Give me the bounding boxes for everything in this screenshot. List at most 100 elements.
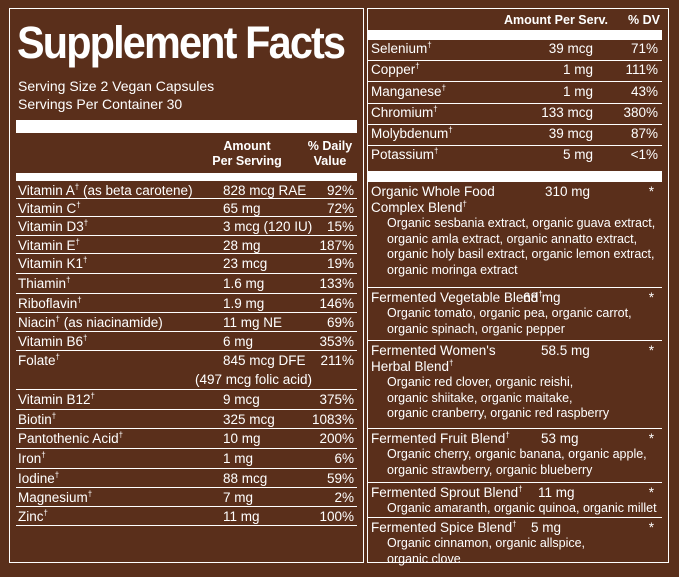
table-row: Zinc† 11 mg 100% (16, 507, 357, 526)
nutrient-dv: 15% (326, 219, 354, 234)
nutrient-dv: 1083% (311, 412, 354, 427)
nutrient-amount: 1 mg (223, 451, 254, 466)
blend-row: Fermented Spice Blend† 5 mg * Organic cinna… (368, 518, 662, 566)
nutrient-dv: 19% (326, 256, 354, 271)
blend-ingredients: Organic cherry, organic banana, organic … (387, 447, 647, 477)
table-row: Iron† 1 mg 6% (16, 449, 357, 469)
blend-row: Fermented Vegetable Blend† 68 mg * Organic … (368, 288, 662, 341)
table-row: Copper† 1 mg 111% (368, 61, 662, 82)
blend-dv-star: * (648, 184, 654, 199)
nutrient-amount: 11 mg NE (223, 315, 283, 330)
blend-dv-star: * (648, 520, 654, 535)
nutrient-dv: 100% (319, 509, 354, 524)
nutrient-dv: 72% (326, 201, 354, 216)
nutrient-amount: 7 mg (223, 490, 254, 505)
nutrient-name: Niacin† (as niacinamide) (18, 314, 163, 330)
table-row: Magnesium† 7 mg 2% (16, 488, 357, 507)
nutrient-dv: 146% (319, 296, 354, 311)
mineral-dv: 87% (630, 126, 658, 141)
nutrient-amount: 3 mcg (120 IU) (223, 219, 313, 234)
table-row: Vitamin B12† 9 mcg 375% (16, 390, 357, 410)
nutrient-dv: 200% (319, 431, 354, 446)
nutrient-dv: 187% (319, 238, 354, 253)
servings-per-container: Servings Per Container 30 (18, 96, 183, 112)
nutrient-name: Iron† (18, 450, 46, 466)
mineral-name: Manganese† (371, 83, 447, 99)
panel-title: Supplement Facts (17, 17, 346, 68)
nutrient-amount: 6 mg (223, 334, 254, 349)
nutrient-dv: 353% (319, 334, 354, 349)
serving-size: Serving Size 2 Vegan Capsules (18, 78, 215, 94)
right-header-divider (368, 30, 662, 40)
nutrient-name: Vitamin K1† (18, 255, 88, 271)
table-row: Chromium† 133 mcg 380% (368, 104, 662, 125)
amount-header: Amount Per Serving (212, 139, 282, 168)
nutrient-dv: 2% (334, 490, 354, 505)
table-row: Pantothenic Acid† 10 mg 200% (16, 429, 357, 449)
mineral-amount: 5 mg (562, 147, 593, 162)
blend-name: Fermented Sprout Blend† (371, 484, 523, 500)
blend-dv-star: * (648, 343, 654, 358)
table-row: Molybdenum† 39 mcg 87% (368, 125, 662, 146)
blend-name: Fermented Spice Blend† (371, 519, 517, 535)
mineral-name: Chromium† (371, 104, 438, 120)
nutrient-dv: 69% (326, 315, 354, 330)
nutrient-amount: 88 mcg (223, 471, 268, 486)
mineral-name: Selenium† (371, 40, 432, 56)
mineral-dv: 71% (630, 41, 658, 56)
nutrient-amount: 9 mcg (223, 392, 260, 407)
blend-amount: 53 mg (541, 431, 579, 446)
blend-name: Organic Whole Food Complex Blend† (371, 184, 495, 215)
right-dv-header: % DV (628, 13, 660, 27)
mineral-amount: 39 mcg (548, 41, 593, 56)
nutrient-name: Vitamin E† (18, 237, 80, 253)
table-row: Vitamin D3† 3 mcg (120 IU) 15% (16, 217, 357, 236)
table-row: Folate† 845 mcg DFE 211% (497 mcg folic aci… (16, 351, 357, 390)
mineral-dv: 43% (630, 84, 658, 99)
nutrient-name: Thiamin† (18, 275, 71, 291)
nutrient-amount: 23 mcg (223, 256, 268, 271)
nutrient-dv: 6% (334, 451, 354, 466)
mineral-amount: 1 mg (562, 62, 593, 77)
left-facts-panel: Supplement Facts Serving Size 2 Vegan Ca… (9, 8, 364, 563)
nutrient-dv: 133% (319, 276, 354, 291)
right-amount-header: Amount Per Serv. (504, 13, 608, 27)
table-row: Potassium† 5 mg <1% (368, 146, 662, 172)
nutrient-amount: 11 mg (223, 509, 260, 524)
nutrient-name: Riboflavin† (18, 295, 82, 311)
nutrient-amount: 10 mg (223, 431, 261, 446)
blend-name: Fermented Vegetable Blend† (371, 289, 543, 305)
thick-divider (16, 120, 357, 133)
header-divider (16, 173, 357, 181)
blend-row: Fermented Sprout Blend† 11 mg * Organic ama… (368, 483, 662, 518)
nutrient-dv: 211% (320, 353, 354, 368)
nutrient-amount: 28 mg (223, 238, 261, 253)
mineral-name: Copper† (371, 61, 420, 77)
blend-ingredients: Organic sesbania extract, organic guava … (387, 216, 656, 277)
nutrient-amount: 845 mcg DFE (223, 353, 306, 368)
table-row: Biotin† 325 mcg 1083% (16, 410, 357, 429)
table-row: Riboflavin† 1.9 mg 146% (16, 294, 357, 313)
blend-name: Fermented Women's Herbal Blend† (371, 343, 496, 374)
table-row: Vitamin B6† 6 mg 353% (16, 332, 357, 351)
mineral-dv: <1% (630, 147, 658, 162)
nutrient-name: Vitamin A† (as beta carotene) (18, 182, 193, 198)
table-row: Vitamin K1† 23 mcg 19% (16, 254, 357, 274)
mineral-amount: 1 mg (562, 84, 593, 99)
nutrient-amount: 325 mcg (223, 412, 275, 427)
blend-dv-star: * (648, 290, 654, 305)
table-row: Selenium† 39 mcg 71% (368, 40, 662, 61)
blend-amount: 11 mg (538, 485, 575, 500)
nutrient-name: Biotin† (18, 411, 57, 427)
nutrient-name: Iodine† (18, 470, 60, 486)
blend-row: Fermented Women's Herbal Blend† 58.5 mg * Or… (368, 341, 662, 429)
nutrient-name: Pantothenic Acid† (18, 430, 124, 446)
blend-ingredients: Organic cinnamon, organic allspice, organ… (387, 536, 586, 566)
blend-dv-star: * (648, 431, 654, 446)
table-row: Iodine† 88 mcg 59% (16, 469, 357, 488)
nutrient-amount: 1.6 mg (223, 276, 265, 291)
blend-name: Fermented Fruit Blend† (371, 430, 510, 446)
mineral-dv: 380% (623, 105, 658, 120)
blend-row: Fermented Fruit Blend† 53 mg * Organic cher… (368, 429, 662, 483)
nutrient-name: Vitamin B6† (18, 333, 88, 349)
